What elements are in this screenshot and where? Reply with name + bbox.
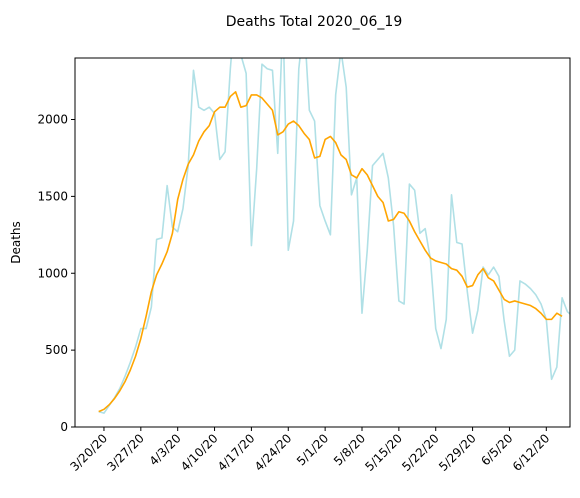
y-tick-label: 0 — [60, 420, 68, 434]
x-tick-label: 3/20/20 — [68, 431, 111, 474]
x-tick-label: 6/12/20 — [510, 431, 553, 474]
x-tick-label: 5/15/20 — [362, 431, 405, 474]
series-layer — [98, 58, 570, 414]
y-axis: 0 500 1000 1500 2000 — [37, 113, 75, 434]
x-tick-label: 5/29/20 — [436, 431, 479, 474]
x-tick-label: 4/24/20 — [252, 431, 295, 474]
series-line-1 — [98, 58, 570, 414]
chart-title: Deaths Total 2020_06_19 — [226, 14, 402, 30]
y-axis-label: Deaths — [9, 221, 23, 264]
y-tick-label: 2000 — [37, 113, 68, 127]
x-tick-label: 3/27/20 — [104, 431, 147, 474]
x-tick-label: 4/17/20 — [215, 431, 258, 474]
y-tick-label: 1500 — [37, 189, 68, 203]
x-tick-label: 5/1/20 — [294, 431, 331, 468]
plot-frame — [74, 57, 571, 428]
x-axis: 3/20/203/27/20 4/3/204/10/204/17/204/24/2… — [68, 427, 553, 474]
x-tick-label: 5/22/20 — [399, 431, 442, 474]
x-tick-label: 4/10/20 — [178, 431, 221, 474]
series-line-2 — [98, 91, 563, 413]
y-tick-label: 1000 — [37, 266, 68, 280]
y-tick-label: 500 — [45, 343, 68, 357]
